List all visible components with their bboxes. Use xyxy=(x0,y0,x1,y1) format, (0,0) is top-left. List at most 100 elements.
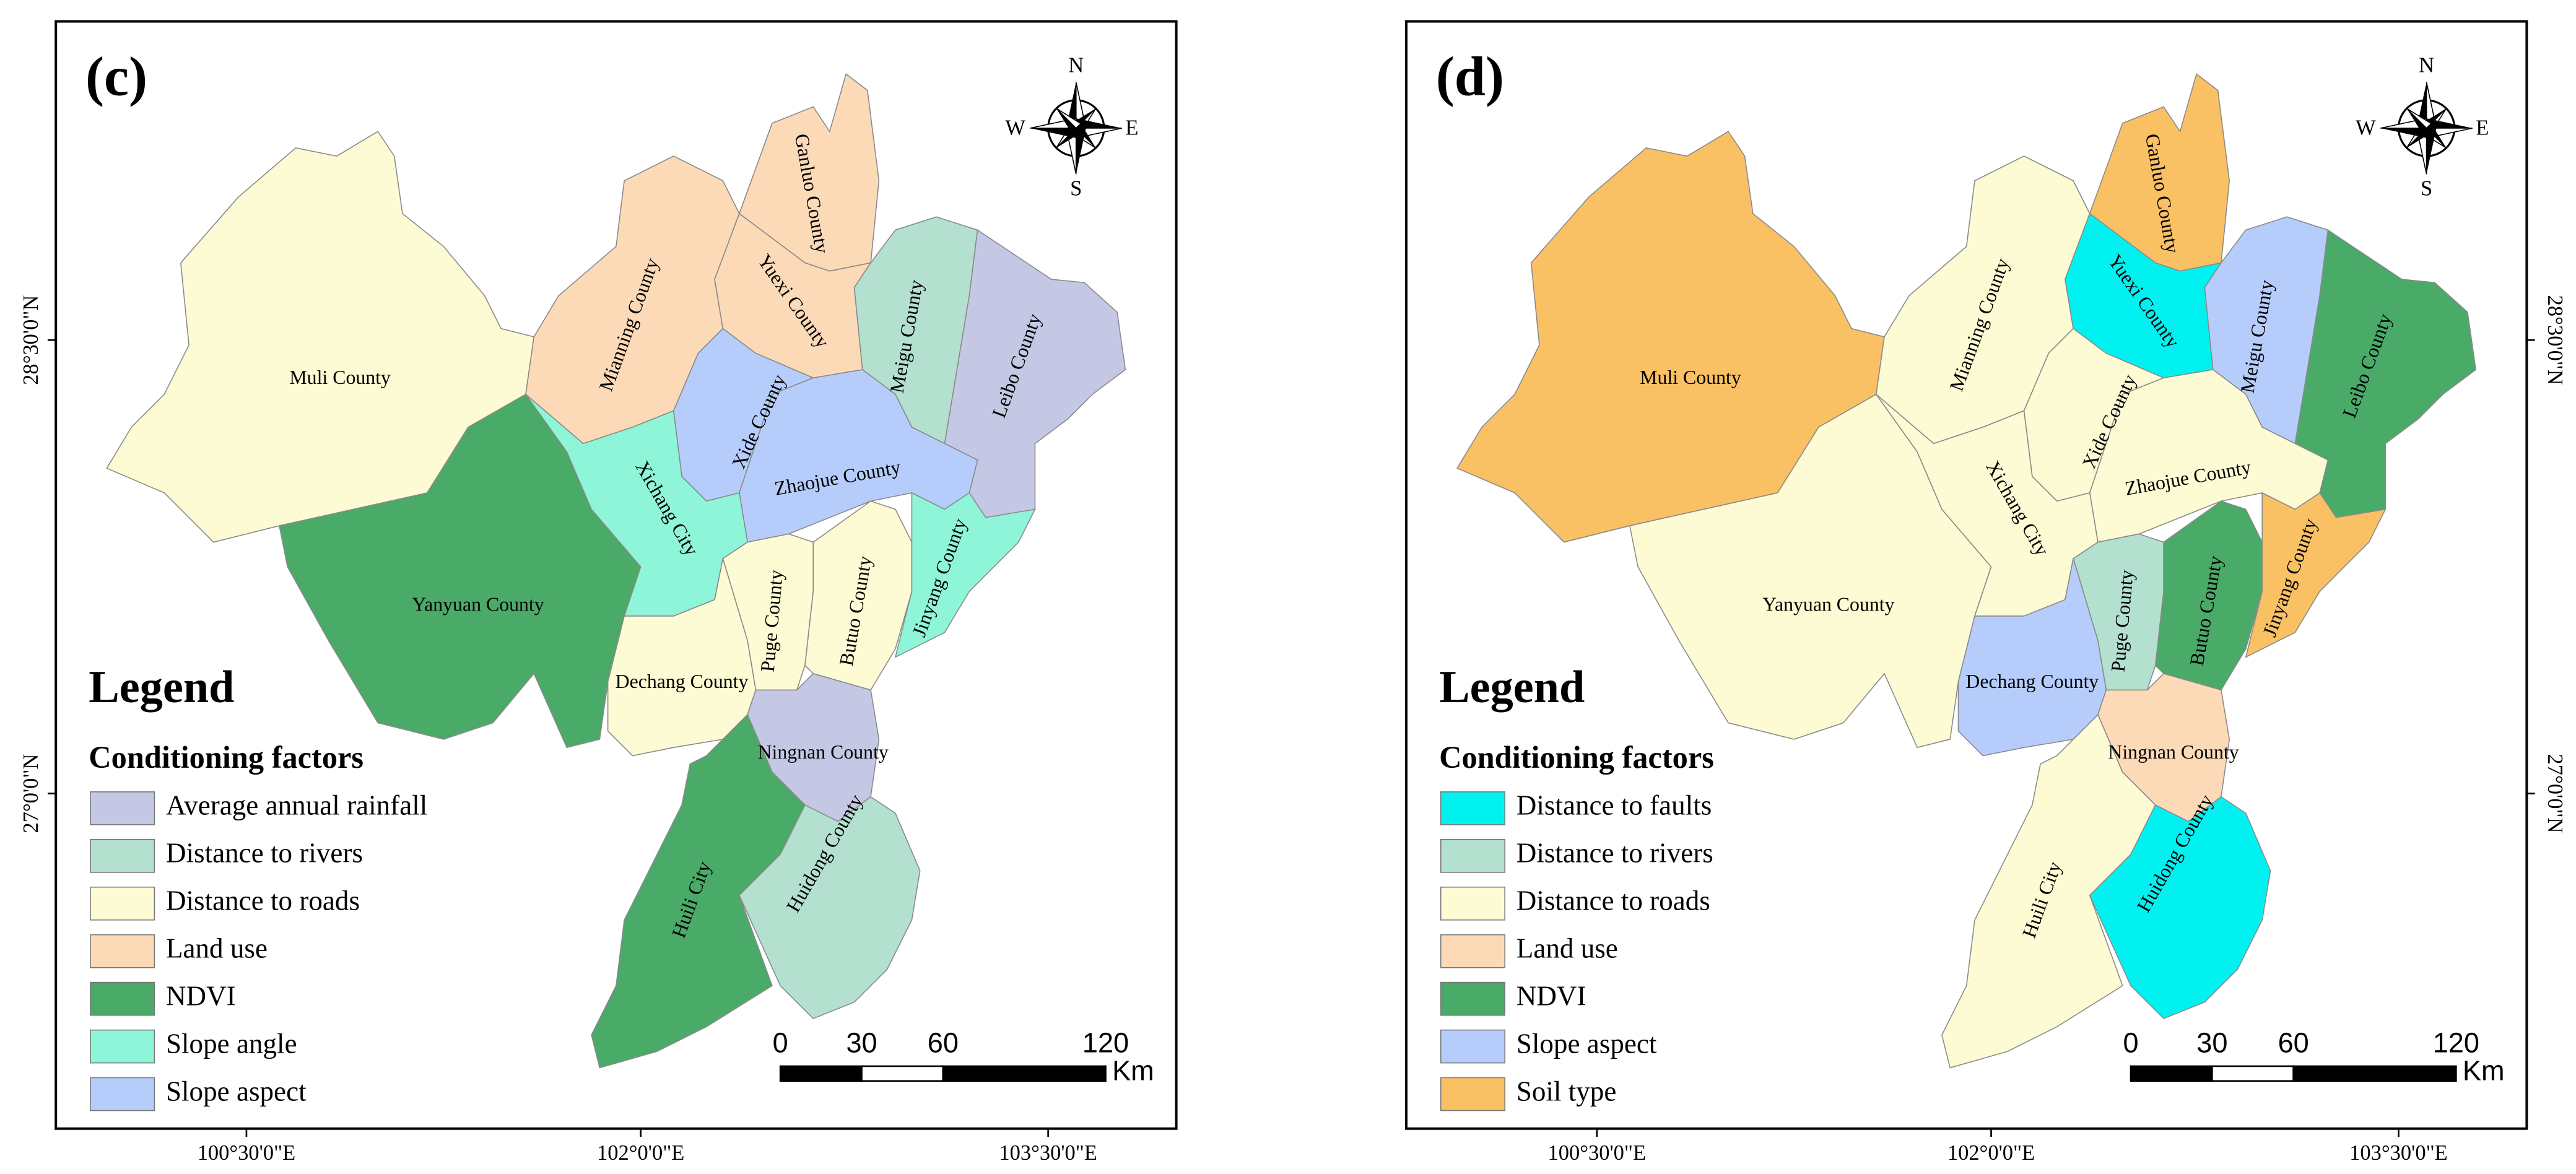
legend-swatch xyxy=(1440,838,1505,873)
scale-tick-label: 30 xyxy=(846,1027,877,1058)
compass-rose: N S E W xyxy=(1005,54,1138,201)
scale-tick-label: 120 xyxy=(2433,1027,2479,1058)
compass-point xyxy=(1030,128,1076,138)
county-label: Muli County xyxy=(1640,367,1741,388)
y-coordinate-label: 28°30'0"N xyxy=(2543,295,2567,385)
legend-label: Distance to roads xyxy=(1516,885,1710,916)
legend-label: NDVI xyxy=(166,980,236,1011)
scale-tick-label: 120 xyxy=(1082,1027,1129,1058)
legend-label: Distance to rivers xyxy=(1516,838,1713,869)
compass-point xyxy=(2426,128,2437,175)
legend-label: Land use xyxy=(166,933,268,964)
compass-n: N xyxy=(1068,54,1084,77)
compass-w: W xyxy=(1005,116,1025,140)
compass-point xyxy=(1076,118,1123,129)
compass-s: S xyxy=(2421,177,2432,201)
compass-n: N xyxy=(2419,54,2434,77)
county-area xyxy=(944,229,1126,518)
county-area xyxy=(2154,500,2263,691)
compass-point xyxy=(2406,108,2427,133)
y-coordinate-label: 27°0'0"N xyxy=(2543,754,2567,833)
county-area xyxy=(591,713,806,1069)
x-coordinate-label: 103°30'0"E xyxy=(2349,1141,2448,1165)
scale-tick-label: 0 xyxy=(773,1027,788,1058)
scale-segment xyxy=(2211,1065,2294,1082)
scale-segment xyxy=(779,1065,863,1082)
legend-label: Distance to rivers xyxy=(166,838,363,869)
county-label: Ningnan County xyxy=(2108,741,2239,763)
county-area xyxy=(2294,229,2477,518)
compass-point xyxy=(2380,128,2427,138)
legend-swatch xyxy=(90,934,155,968)
scale-segment xyxy=(2292,1065,2457,1082)
legend-title: Legend xyxy=(1439,662,1585,713)
compass-point xyxy=(2406,108,2432,129)
county-area xyxy=(2089,796,2271,1019)
legend-swatch xyxy=(1440,886,1505,921)
panel-label: (d) xyxy=(1436,45,1504,107)
compass-point xyxy=(1076,128,1086,175)
legend-label: Slope angle xyxy=(166,1028,297,1059)
x-coordinate-label: 103°30'0"E xyxy=(999,1141,1097,1165)
scale-tick-label: 60 xyxy=(2278,1027,2309,1058)
legend-swatch xyxy=(90,886,155,921)
x-coordinate-label: 102°0'0"E xyxy=(597,1141,684,1165)
compass-point xyxy=(1056,108,1082,129)
legend-label: Slope aspect xyxy=(1516,1028,1657,1059)
county-label: Ningnan County xyxy=(758,741,889,763)
x-coordinate-label: 100°30'0"E xyxy=(1548,1141,1647,1165)
scale-tick-label: 60 xyxy=(928,1027,959,1058)
county-area xyxy=(894,492,1036,658)
legend-swatch xyxy=(90,791,155,825)
scale-segment xyxy=(2130,1065,2213,1082)
panel-frame xyxy=(54,20,1178,1130)
legend-swatch xyxy=(90,981,155,1016)
legend-swatch xyxy=(1440,791,1505,825)
x-coordinate-label: 100°30'0"E xyxy=(198,1141,296,1165)
legend-swatch xyxy=(90,1077,155,1111)
legend-label: NDVI xyxy=(1516,980,1586,1011)
legend-label: Soil type xyxy=(1516,1076,1617,1107)
scale-tick-label: 30 xyxy=(2196,1027,2227,1058)
legend-swatch xyxy=(1440,1077,1505,1111)
compass-point xyxy=(2426,118,2473,129)
legend-subtitle: Conditioning factors xyxy=(89,740,363,775)
legend-label: Distance to roads xyxy=(166,885,360,916)
legend-swatch xyxy=(1440,981,1505,1016)
county-label: Dechang County xyxy=(1965,671,2099,692)
y-coordinate-label: 27°0'0"N xyxy=(19,754,43,833)
scale-tick-label: 0 xyxy=(2123,1027,2138,1058)
legend-swatch xyxy=(90,838,155,873)
scale-segment xyxy=(942,1065,1107,1082)
legend-subtitle: Conditioning factors xyxy=(1439,740,1714,775)
county-area xyxy=(2245,492,2387,658)
county-label: Yanyuan County xyxy=(412,593,544,615)
county-label: Muli County xyxy=(289,367,391,388)
compass-e: E xyxy=(2476,116,2489,140)
legend-label: Land use xyxy=(1516,933,1618,964)
compass-e: E xyxy=(1125,116,1138,140)
legend-swatch xyxy=(1440,934,1505,968)
county-area xyxy=(738,796,921,1019)
county-label: Dechang County xyxy=(616,671,749,692)
y-coordinate-label: 28°30'0"N xyxy=(19,295,43,385)
legend-label: Average annual rainfall xyxy=(166,790,427,821)
county-label: Yanyuan County xyxy=(1762,593,1894,615)
compass-rose: N S E W xyxy=(2356,54,2489,201)
scale-unit: Km xyxy=(2463,1054,2505,1086)
county-area xyxy=(804,500,913,691)
compass-w: W xyxy=(2356,116,2376,140)
compass-point xyxy=(1056,108,1076,133)
scale-segment xyxy=(861,1065,944,1082)
scale-unit: Km xyxy=(1112,1054,1154,1086)
legend-label: Distance to faults xyxy=(1516,790,1712,821)
legend-swatch xyxy=(1440,1029,1505,1064)
legend-swatch xyxy=(90,1029,155,1064)
legend-label: Slope aspect xyxy=(166,1076,307,1107)
compass-s: S xyxy=(1070,177,1082,201)
panel-label: (c) xyxy=(85,45,147,107)
